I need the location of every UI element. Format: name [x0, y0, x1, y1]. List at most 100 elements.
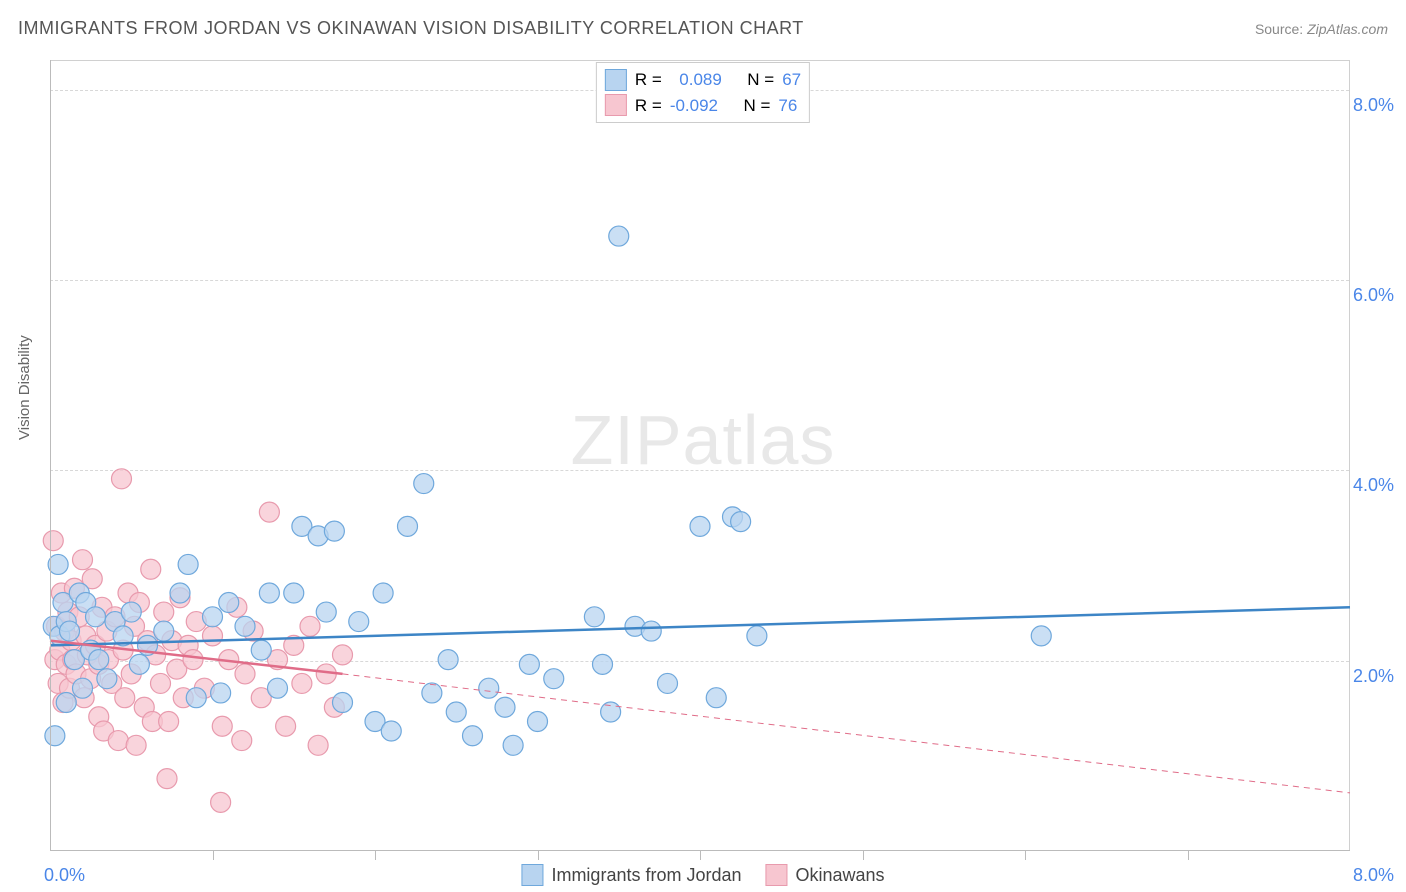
scatter-point-blue — [706, 688, 726, 708]
scatter-point-blue — [219, 593, 239, 613]
scatter-point-blue — [154, 621, 174, 641]
scatter-point-blue — [398, 516, 418, 536]
scatter-point-blue — [211, 683, 231, 703]
scatter-point-blue — [503, 735, 523, 755]
scatter-point-blue — [422, 683, 442, 703]
legend-stats: R = 0.089 N = 67 R = -0.092 N = 76 — [596, 62, 810, 123]
scatter-point-pink — [300, 616, 320, 636]
n-value-pink: 76 — [778, 93, 797, 119]
scatter-point-pink — [259, 502, 279, 522]
scatter-point-blue — [235, 616, 255, 636]
scatter-point-pink — [43, 531, 63, 551]
x-tick — [538, 850, 539, 860]
scatter-point-blue — [747, 626, 767, 646]
scatter-point-blue — [251, 640, 271, 660]
scatter-point-blue — [97, 669, 117, 689]
scatter-point-pink — [211, 792, 231, 812]
scatter-point-blue — [268, 678, 288, 698]
scatter-point-blue — [121, 602, 141, 622]
scatter-point-blue — [45, 726, 65, 746]
scatter-point-blue — [48, 554, 68, 574]
scatter-point-blue — [528, 712, 548, 732]
scatter-point-pink — [112, 469, 132, 489]
chart-svg — [50, 60, 1350, 850]
scatter-point-blue — [86, 607, 106, 627]
scatter-point-pink — [235, 664, 255, 684]
scatter-point-blue — [186, 688, 206, 708]
scatter-point-pink — [232, 731, 252, 751]
r-value-pink: -0.092 — [670, 93, 718, 119]
scatter-point-pink — [108, 731, 128, 751]
legend-series: Immigrants from Jordan Okinawans — [509, 864, 896, 886]
scatter-point-blue — [601, 702, 621, 722]
y-tick-label: 6.0% — [1353, 285, 1394, 306]
scatter-point-blue — [373, 583, 393, 603]
scatter-point-pink — [157, 769, 177, 789]
scatter-point-blue — [463, 726, 483, 746]
legend-label-pink: Okinawans — [796, 865, 885, 886]
y-axis-line — [50, 60, 51, 850]
scatter-point-pink — [141, 559, 161, 579]
scatter-point-blue — [203, 607, 223, 627]
scatter-point-pink — [73, 550, 93, 570]
x-axis-start-label: 0.0% — [44, 865, 85, 886]
scatter-point-pink — [159, 712, 179, 732]
y-tick-label: 2.0% — [1353, 666, 1394, 687]
x-tick — [863, 850, 864, 860]
scatter-point-blue — [170, 583, 190, 603]
scatter-point-blue — [56, 692, 76, 712]
scatter-point-pink — [183, 650, 203, 670]
scatter-point-blue — [690, 516, 710, 536]
n-label: N = — [743, 93, 770, 119]
chart-title: IMMIGRANTS FROM JORDAN VS OKINAWAN VISIO… — [18, 18, 804, 39]
scatter-point-blue — [519, 654, 539, 674]
scatter-point-pink — [333, 645, 353, 665]
r-label: R = — [635, 93, 662, 119]
swatch-blue — [605, 69, 627, 91]
legend-label-blue: Immigrants from Jordan — [551, 865, 741, 886]
scatter-point-pink — [212, 716, 232, 736]
y-tick-label: 4.0% — [1353, 475, 1394, 496]
scatter-point-blue — [381, 721, 401, 741]
scatter-point-blue — [479, 678, 499, 698]
legend-stats-row-pink: R = -0.092 N = 76 — [605, 93, 801, 119]
x-tick — [1025, 850, 1026, 860]
r-label: R = — [635, 67, 662, 93]
scatter-point-blue — [593, 654, 613, 674]
n-value-blue: 67 — [782, 67, 801, 93]
scatter-point-pink — [292, 673, 312, 693]
x-tick — [213, 850, 214, 860]
scatter-point-blue — [495, 697, 515, 717]
scatter-point-blue — [259, 583, 279, 603]
scatter-point-blue — [658, 673, 678, 693]
swatch-pink — [605, 94, 627, 116]
scatter-point-blue — [1031, 626, 1051, 646]
y-tick-label: 8.0% — [1353, 95, 1394, 116]
scatter-point-blue — [584, 607, 604, 627]
scatter-point-pink — [126, 735, 146, 755]
scatter-point-blue — [73, 678, 93, 698]
legend-item-blue: Immigrants from Jordan — [521, 864, 741, 886]
scatter-point-blue — [438, 650, 458, 670]
scatter-point-blue — [129, 654, 149, 674]
scatter-point-blue — [316, 602, 336, 622]
scatter-point-blue — [544, 669, 564, 689]
scatter-point-pink — [154, 602, 174, 622]
scatter-point-blue — [609, 226, 629, 246]
source-value: ZipAtlas.com — [1307, 21, 1388, 37]
source-attribution: Source: ZipAtlas.com — [1255, 21, 1388, 37]
scatter-point-blue — [446, 702, 466, 722]
y-axis-label: Vision Disability — [16, 335, 33, 440]
scatter-point-blue — [414, 474, 434, 494]
x-axis-end-label: 8.0% — [1353, 865, 1394, 886]
x-tick — [700, 850, 701, 860]
scatter-point-blue — [641, 621, 661, 641]
source-label: Source: — [1255, 21, 1303, 37]
x-tick — [375, 850, 376, 860]
scatter-point-blue — [324, 521, 344, 541]
scatter-point-blue — [89, 650, 109, 670]
n-label: N = — [747, 67, 774, 93]
scatter-point-pink — [276, 716, 296, 736]
legend-item-pink: Okinawans — [766, 864, 885, 886]
scatter-point-blue — [349, 612, 369, 632]
